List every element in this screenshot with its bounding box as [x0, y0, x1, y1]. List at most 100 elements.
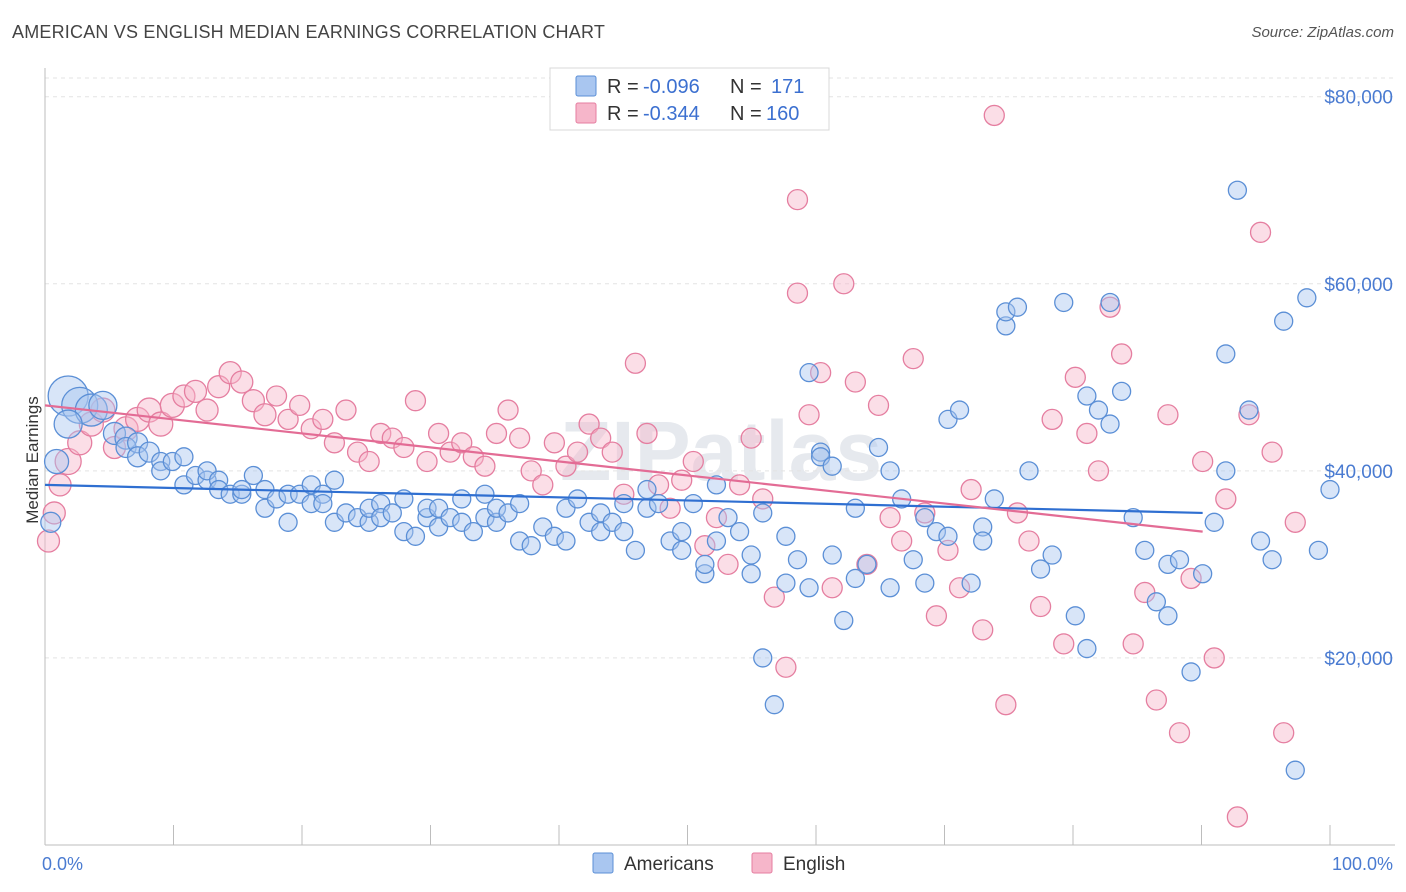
y-tick-label-0: $20,000	[1324, 649, 1393, 670]
english-point-74	[867, 394, 890, 417]
americans-point-41	[359, 512, 379, 532]
americans-point-90	[741, 545, 761, 565]
english-n-value: 160	[766, 103, 799, 125]
english-point-69	[809, 361, 832, 384]
series-americans-points	[40, 180, 1340, 780]
americans-point-99	[799, 578, 819, 598]
americans-point-38	[324, 470, 345, 490]
english-point-30	[370, 422, 392, 445]
americans-point-3	[88, 390, 118, 421]
americans-point-108	[868, 437, 889, 458]
english-point-62	[740, 427, 762, 449]
english-point-88	[1029, 595, 1052, 618]
americans-point-154	[1297, 288, 1317, 308]
americans-point-89	[729, 522, 750, 542]
watermark: ZIPatlas	[560, 404, 882, 498]
americans-point-125	[1007, 297, 1028, 317]
english-point-89	[1041, 408, 1063, 431]
americans-point-133	[1088, 400, 1109, 420]
americans-point-150	[1250, 531, 1271, 551]
americans-point-98	[799, 362, 819, 383]
english-point-7	[102, 435, 127, 460]
english-point-27	[335, 399, 357, 421]
americans-point-148	[1227, 180, 1248, 200]
english-point-71	[833, 273, 855, 295]
americans-point-6	[40, 511, 62, 533]
americans-swatch	[575, 75, 597, 97]
americans-point-152	[1274, 311, 1294, 331]
americans-r-label: R =	[607, 76, 639, 98]
americans-point-46	[394, 522, 414, 542]
english-point-53	[636, 422, 658, 445]
americans-point-91	[741, 564, 761, 584]
english-point-81	[948, 577, 971, 599]
americans-point-151	[1262, 550, 1282, 570]
english-point-87	[1018, 530, 1040, 552]
americans-point-156	[1320, 479, 1340, 500]
americans-point-130	[1065, 606, 1085, 626]
english-point-29	[358, 450, 380, 473]
english-point-22	[277, 408, 299, 431]
english-point-102	[1192, 450, 1214, 473]
americans-point-4	[53, 409, 83, 439]
americans-point-132	[1077, 386, 1097, 406]
english-point-33	[404, 390, 427, 412]
x-tick-labels: 0.0% 100.0%	[42, 854, 1393, 874]
americans-point-109	[880, 578, 900, 598]
english-point-50	[601, 441, 623, 463]
english-point-103	[1203, 647, 1225, 669]
americans-point-115	[926, 522, 947, 542]
legend-americans-label: Americans	[624, 854, 714, 875]
americans-point-149	[1239, 400, 1259, 420]
americans-point-107	[857, 554, 877, 575]
english-point-106	[1238, 404, 1260, 426]
americans-point-103	[822, 545, 842, 565]
americans-point-127	[1030, 559, 1051, 579]
english-point-94	[1099, 296, 1121, 318]
americans-point-114	[915, 507, 935, 528]
americans-point-142	[1169, 550, 1190, 570]
americans-point-83	[683, 493, 703, 514]
americans-point-68	[556, 531, 576, 551]
americans-point-100	[810, 442, 831, 462]
americans-point-129	[1054, 292, 1074, 313]
source-credit: Source: ZipAtlas.com	[1251, 24, 1394, 41]
english-point-32	[393, 436, 415, 459]
americans-point-82	[672, 522, 692, 542]
english-point-73	[856, 553, 878, 576]
english-point-109	[1273, 722, 1295, 744]
legend-english-swatch	[751, 852, 773, 874]
english-point-92	[1076, 422, 1098, 445]
english-point-12	[159, 392, 185, 419]
english-point-35	[427, 422, 450, 445]
americans-point-137	[1123, 507, 1143, 528]
english-point-66	[786, 282, 809, 304]
english-point-70	[821, 577, 843, 599]
english-point-47	[566, 441, 589, 463]
y-tick-label-2: $60,000	[1324, 275, 1393, 296]
english-point-13	[172, 384, 196, 408]
americans-r-value: -0.096	[643, 76, 700, 98]
americans-n-label: N =	[730, 76, 762, 98]
americans-point-92	[753, 503, 773, 523]
english-point-83	[972, 619, 994, 641]
english-point-0	[36, 529, 61, 553]
english-point-98	[1145, 689, 1168, 711]
english-point-105	[1226, 806, 1249, 828]
americans-point-75	[614, 493, 634, 514]
english-point-82	[960, 478, 982, 501]
americans-point-56	[463, 522, 483, 542]
english-point-110	[1284, 511, 1306, 533]
english-point-57	[682, 450, 704, 473]
y-tick-labels: $20,000 $40,000 $60,000 $80,000	[1324, 88, 1393, 670]
english-point-68	[798, 404, 820, 426]
americans-point-11	[126, 446, 149, 468]
americans-point-18	[185, 465, 206, 486]
americans-point-54	[452, 489, 472, 509]
americans-n-value: 171	[771, 76, 804, 98]
english-point-40	[485, 422, 508, 445]
english-point-60	[717, 553, 739, 576]
americans-point-118	[949, 400, 970, 420]
americans-point-147	[1216, 461, 1236, 481]
americans-point-135	[1100, 414, 1120, 434]
